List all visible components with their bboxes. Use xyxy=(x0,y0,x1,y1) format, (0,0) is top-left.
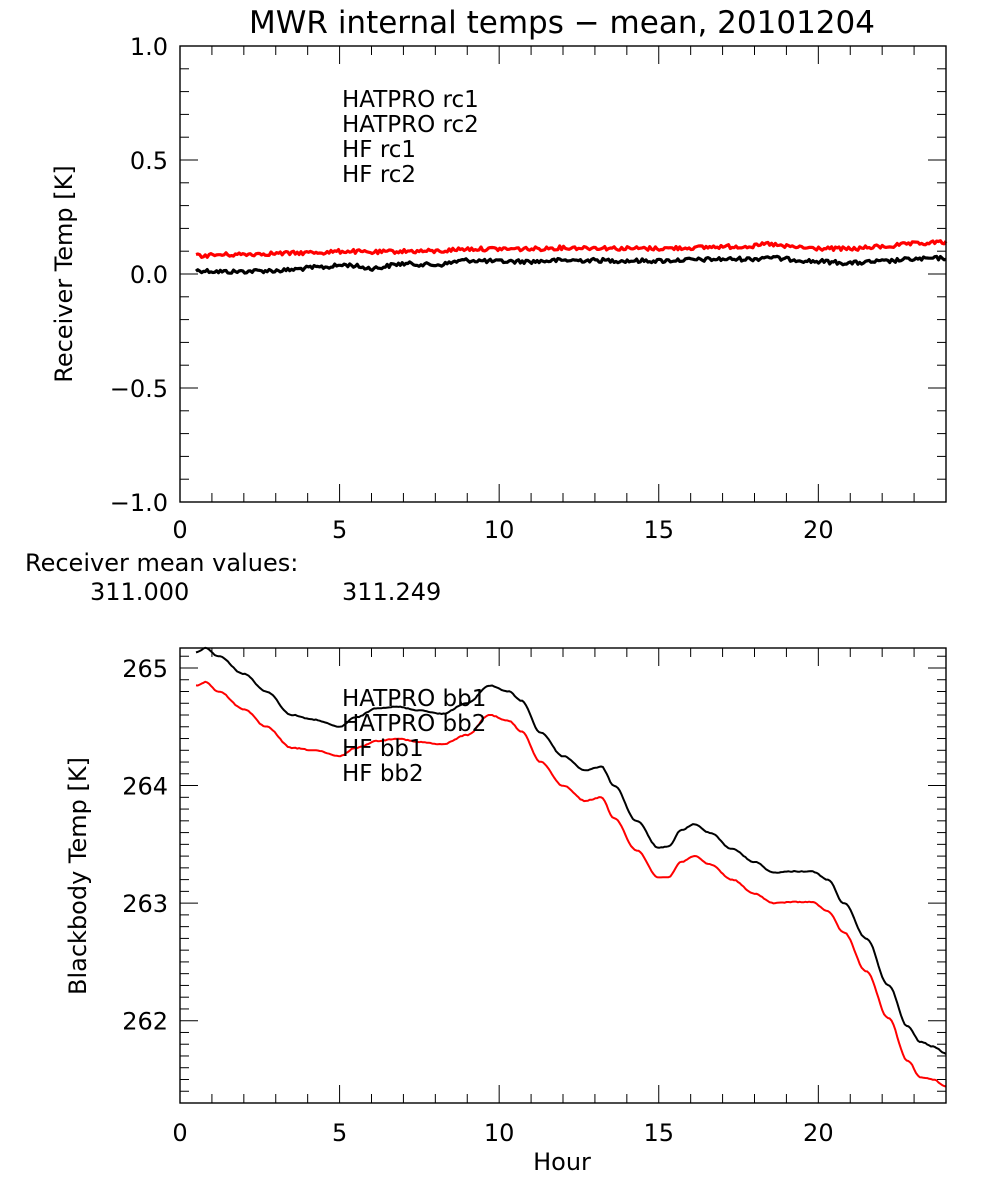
series-line-hatpro-rc2 xyxy=(195,239,948,259)
y-tick-label: 1.0 xyxy=(130,33,168,61)
series-line-hatpro-bb1 xyxy=(195,646,947,1055)
receiver-y-axis-label: Receiver Temp [K] xyxy=(50,165,78,383)
x-tick-label: 5 xyxy=(332,1119,347,1147)
legend-entry-hatpro-bb1: HATPRO bb1 xyxy=(342,686,486,712)
receiver-mean-value-hatpro-rc1: 311.000 xyxy=(90,578,189,606)
y-tick-label: 265 xyxy=(122,655,168,683)
y-tick-label: 264 xyxy=(122,773,168,801)
x-tick-label: 10 xyxy=(484,516,515,544)
receiver-tick-labels: 0 5 10 15 20 1.0 0.5 0.0 −0.5 −1.0 xyxy=(110,33,834,544)
x-tick-label: 0 xyxy=(172,516,187,544)
y-tick-label: 262 xyxy=(122,1008,168,1036)
x-tick-label: 15 xyxy=(643,516,674,544)
receiver-temp-panel: 0 5 10 15 20 1.0 0.5 0.0 −0.5 −1.0 Receiver Temp … xyxy=(50,33,948,544)
legend-entry-hatpro-rc2: HATPRO rc2 xyxy=(342,112,479,138)
legend-entry-hf-bb1: HF bb1 xyxy=(342,736,424,762)
x-tick-label: 0 xyxy=(172,1119,187,1147)
blackbody-x-axis-label: Hour xyxy=(533,1148,591,1176)
blackbody-y-axis-label: Blackbody Temp [K] xyxy=(64,757,92,995)
blackbody-tick-labels: 0 5 10 15 20 265 264 263 262 xyxy=(122,655,833,1147)
y-tick-label: −0.5 xyxy=(110,375,168,403)
legend-entry-hatpro-bb2: HATPRO bb2 xyxy=(342,711,486,737)
y-tick-label: 263 xyxy=(122,890,168,918)
x-tick-label: 20 xyxy=(803,1119,834,1147)
receiver-mean-value-hatpro-rc2: 311.249 xyxy=(342,578,441,606)
x-tick-label: 15 xyxy=(643,1119,674,1147)
legend-entry-hatpro-rc1: HATPRO rc1 xyxy=(342,87,479,113)
receiver-mean-label: Receiver mean values: xyxy=(25,549,298,577)
figure-title: MWR internal temps − mean, 20101204 xyxy=(249,5,875,41)
receiver-legend: HATPRO rc1 HATPRO rc2 HF rc1 HF rc2 xyxy=(342,87,479,188)
legend-entry-hf-rc1: HF rc1 xyxy=(342,137,416,163)
blackbody-legend: HATPRO bb1 HATPRO bb2 HF bb1 HF bb2 xyxy=(342,686,486,787)
series-line-hatpro-rc1 xyxy=(195,254,947,275)
blackbody-plot-frame xyxy=(179,647,947,1104)
y-tick-label: −1.0 xyxy=(110,489,168,517)
blackbody-series xyxy=(195,646,947,1088)
legend-entry-hf-rc2: HF rc2 xyxy=(342,162,416,188)
legend-entry-hf-bb2: HF bb2 xyxy=(342,761,424,787)
y-tick-label: 0.5 xyxy=(130,147,168,175)
series-line-hatpro-bb2 xyxy=(195,680,947,1088)
x-tick-label: 20 xyxy=(803,516,834,544)
x-tick-label: 10 xyxy=(484,1119,515,1147)
receiver-series xyxy=(195,239,948,275)
y-tick-label: 0.0 xyxy=(130,261,168,289)
receiver-plot-frame xyxy=(179,45,947,503)
x-tick-label: 5 xyxy=(332,516,347,544)
